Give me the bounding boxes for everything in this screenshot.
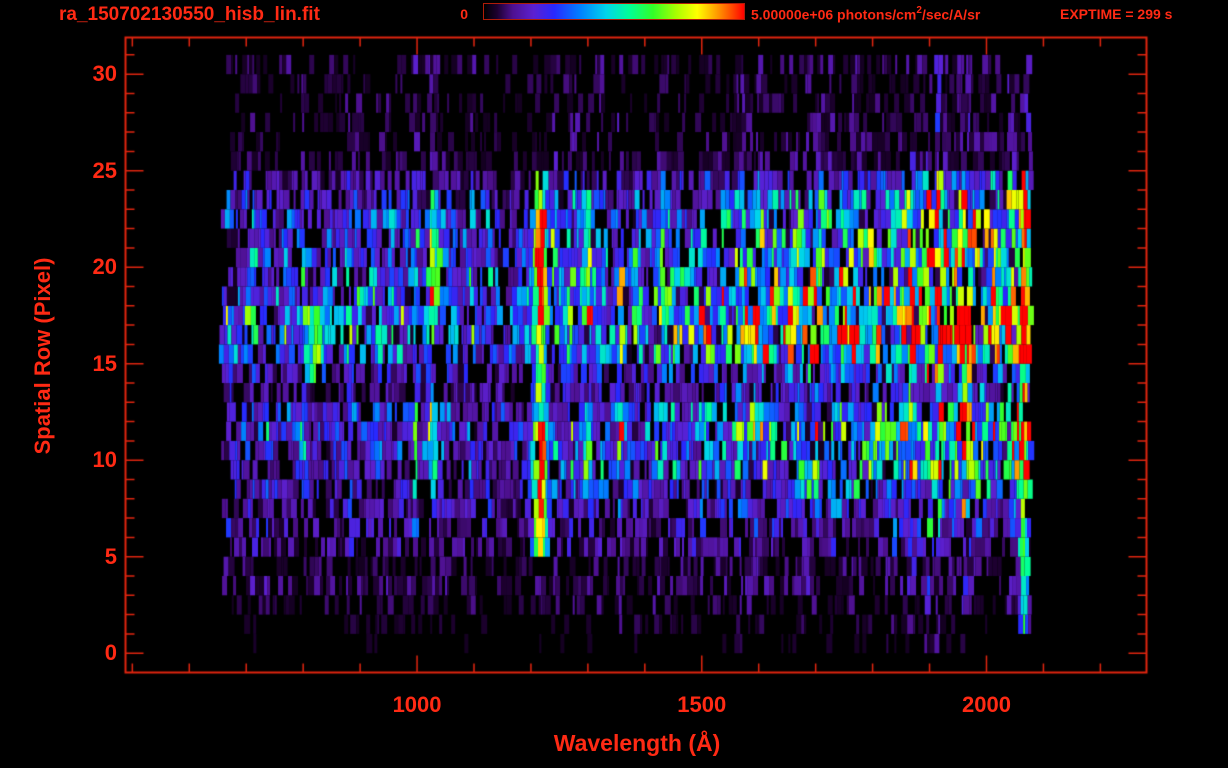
y-tick-label: 30 [92,61,117,87]
colorbar-max-label: 5.00000e+06 photons/cm2/sec/A/sr [751,5,981,23]
y-tick-label: 25 [92,157,117,183]
colorbar-gradient [483,3,745,20]
colorbar-units-exponent: 2 [916,5,922,16]
x-tick-label: 1000 [392,692,442,717]
colorbar-max-value: 5.00000e+06 [751,6,834,23]
colorbar-units-prefix: photons/cm [833,6,917,23]
x-tick-label: 1500 [677,692,727,717]
exptime-label: EXPTIME = 299 s [1060,6,1173,22]
x-tick-label: 2000 [962,692,1011,717]
y-tick-label: 15 [92,350,117,376]
y-tick-label: 20 [92,254,117,280]
y-tick-label: 0 [104,640,117,666]
y-axis-title: Spatial Row (Pixel) [30,257,55,455]
colorbar-min-label: 0 [460,6,468,22]
file-title: ra_150702130550_hisb_lin.fit [59,4,320,25]
colorbar-units-suffix: /sec/A/sr [921,6,981,23]
y-tick-label: 10 [92,447,117,473]
y-tick-label: 5 [104,543,117,569]
x-axis-title: Wavelength (Å) [553,730,721,756]
